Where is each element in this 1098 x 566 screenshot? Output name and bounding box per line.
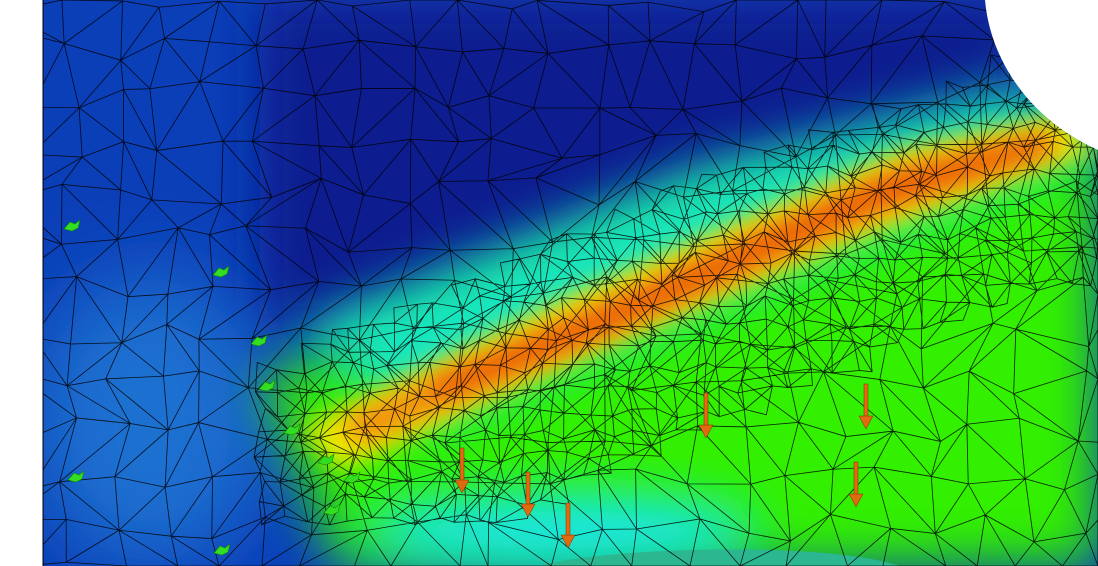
arrow-down-icon: [560, 502, 576, 549]
arrow-down-icon: [848, 461, 864, 508]
constraint-markers: [63, 219, 361, 556]
fixed-support-icon: [213, 543, 231, 556]
arrow-down-icon: [858, 383, 874, 430]
lower-surface: [540, 549, 900, 566]
mid-blue-region: [43, 274, 270, 566]
fixed-support-icon: [250, 334, 268, 347]
arrow-down-icon: [520, 471, 536, 518]
cyan-region: [360, 494, 760, 566]
fixed-support-icon: [283, 423, 301, 436]
load-arrows: [454, 383, 874, 549]
fixed-support-icon: [63, 219, 81, 232]
fixed-support-icon: [67, 470, 85, 483]
fixed-support-icon: [212, 265, 230, 278]
fixed-support-icon: [343, 471, 361, 484]
mesh-lines: [43, 0, 1098, 566]
fixed-support-icon: [323, 503, 341, 516]
arrow-down-icon: [698, 392, 714, 439]
fixed-support-icon: [317, 453, 335, 466]
arrow-down-icon: [454, 447, 470, 494]
fixed-support-icon: [258, 379, 276, 392]
